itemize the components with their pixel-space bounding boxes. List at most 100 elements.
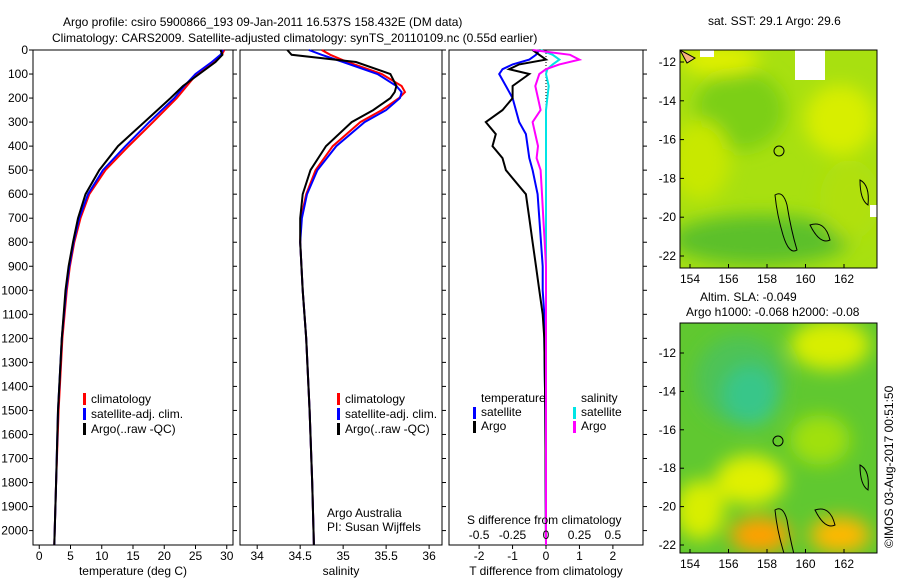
s-tick-label: 0.5 — [605, 528, 622, 542]
x-tick-label: 158 — [757, 272, 777, 286]
temperature-legend: climatology satellite-adj. clim. Argo(..… — [83, 392, 183, 436]
sst-map-ticks: 154 156 158 160 162 -12 -14 -16 -18 -20 -22 — [659, 55, 855, 286]
legend-heading-temperature: temperature — [481, 391, 546, 405]
plot-frame — [239, 49, 443, 546]
legend-swatch-argo — [83, 423, 86, 435]
legend-label: Argo — [581, 419, 607, 433]
x-tick-label: 0 — [543, 549, 550, 563]
sla-map-title-1: Altim. SLA: -0.049 — [700, 290, 797, 304]
footer-stamp: ©IMOS 03-Aug-2017 00:51:50 — [882, 385, 896, 548]
y-tick-label: 900 — [8, 259, 28, 273]
legend-swatch-t-argo — [473, 421, 476, 433]
salinity-legend: climatology satellite-adj. clim. Argo(..… — [327, 392, 437, 534]
sla-field — [680, 323, 877, 553]
x-tick-label: 35 — [336, 549, 350, 563]
series-line-temperature-satellite — [498, 49, 547, 546]
legend-swatch-climatology — [337, 393, 340, 405]
x-tick-label: 34 — [251, 549, 265, 563]
legend-heading-salinity: salinity — [581, 391, 618, 405]
s-tick-label: 0.25 — [568, 528, 592, 542]
x-tick-label: 162 — [834, 557, 854, 571]
y-tick-label: 2000 — [1, 524, 28, 538]
x-tick-label: 36 — [422, 549, 436, 563]
sst-map: sat. SST: 29.1 Argo: 29.6 154 156 158 160 16… — [659, 14, 878, 286]
profile-location-marker — [772, 435, 784, 447]
s-tick-label: -0.25 — [499, 528, 527, 542]
title-line-1: Argo profile: csiro 5900866_193 09-Jan-2… — [63, 15, 462, 29]
sla-map-ticks: 154 156 158 160 162 -12 -14 -16 -18 -20 -22 — [659, 346, 855, 571]
y-tick-label: 400 — [8, 139, 28, 153]
difference-panel: -2 -1 0 1 2T difference from climatology -0.5… — [448, 49, 647, 578]
s-tick-label: -0.5 — [469, 528, 490, 542]
x-tick-label: 156 — [718, 557, 738, 571]
annotation-pi: PI: Susan Wijffels — [327, 520, 421, 534]
series-line-satellite-adj-clim- — [53, 49, 224, 546]
sla-map: Altim. SLA: -0.049 Argo h1000: -0.068 h2… — [659, 290, 878, 571]
annotation-institution: Argo Australia — [327, 506, 402, 520]
y-tick-label: 1300 — [1, 355, 28, 369]
y-tick-label: -18 — [659, 461, 677, 475]
y-tick-label: -20 — [659, 210, 677, 224]
x-tick-label: 25 — [189, 549, 203, 563]
x-tick-label: 15 — [126, 549, 140, 563]
title-line-2: Climatology: CARS2009. Satellite-adjuste… — [52, 31, 537, 45]
legend-swatch-argo — [337, 423, 340, 435]
y-tick-label: -16 — [659, 133, 677, 147]
x-tick-label: -1 — [507, 549, 518, 563]
legend-swatch-t-satellite — [473, 407, 476, 419]
legend-swatch-s-satellite — [573, 407, 576, 419]
x-axis-label: salinity — [323, 564, 360, 578]
x-tick-label: 160 — [795, 557, 815, 571]
y-tick-label: 700 — [8, 211, 28, 225]
legend-swatch-s-argo — [573, 421, 576, 433]
x-tick-label: 160 — [795, 272, 815, 286]
y-tick-label: 800 — [8, 235, 28, 249]
y-tick-label: 100 — [8, 67, 28, 81]
series-line-argo-raw-qc- — [286, 49, 398, 546]
s-tick-label: 0 — [543, 528, 550, 542]
y-tick-label: -22 — [659, 538, 677, 552]
y-tick-label: 0 — [21, 43, 28, 57]
sla-map-title-2: Argo h1000: -0.068 h2000: -0.08 — [686, 305, 860, 319]
x-tick-label: 34.5 — [288, 549, 312, 563]
profile-location-marker — [773, 145, 785, 157]
x-tick-label: 10 — [95, 549, 109, 563]
y-tick-label: -16 — [659, 423, 677, 437]
salinity-panel: 34 34.5 35 35.5 36 salinity — [239, 49, 446, 578]
legend-swatch-satellite — [83, 408, 86, 420]
y-tick-label: -12 — [659, 55, 677, 69]
legend-label: climatology — [345, 392, 405, 406]
y-tick-label: 1000 — [1, 283, 28, 297]
x-tick-label: 35.5 — [374, 549, 398, 563]
plot-frame — [32, 49, 234, 546]
s-axis-label: S difference from climatology — [467, 513, 622, 527]
legend-label: satellite-adj. clim. — [91, 407, 183, 421]
y-tick-label: 1400 — [1, 379, 28, 393]
sst-map-title: sat. SST: 29.1 Argo: 29.6 — [708, 14, 841, 28]
series-line-argo-raw-qc- — [53, 49, 224, 546]
x-axis-label: temperature (deg C) — [79, 564, 187, 578]
legend-label: satellite — [481, 405, 522, 419]
temperature-panel: 0 5 10 15 20 25 30 temperature (deg C) 0 100 200 30… — [1, 43, 237, 578]
x-tick-label: 154 — [680, 272, 700, 286]
y-tick-label: 600 — [8, 187, 28, 201]
y-tick-label: -14 — [659, 94, 677, 108]
y-tick-label: 1700 — [1, 451, 28, 465]
sst-field — [680, 50, 877, 268]
series-line-salinity-argo — [531, 49, 583, 545]
x-tick-label: 5 — [67, 549, 74, 563]
y-tick-label: 1500 — [1, 403, 28, 417]
y-tick-label: -18 — [659, 171, 677, 185]
legend-label: Argo(..raw -QC) — [91, 422, 176, 436]
x-tick-label: 0 — [36, 549, 43, 563]
legend-label: Argo — [481, 419, 507, 433]
y-tick-label: -14 — [659, 384, 677, 398]
x-tick-label: 162 — [834, 272, 854, 286]
sla-map-frame — [679, 322, 878, 554]
y-tick-label: 1100 — [2, 307, 28, 321]
legend-label: climatology — [91, 392, 151, 406]
legend-swatch-satellite — [337, 408, 340, 420]
x-tick-label: -2 — [474, 549, 485, 563]
